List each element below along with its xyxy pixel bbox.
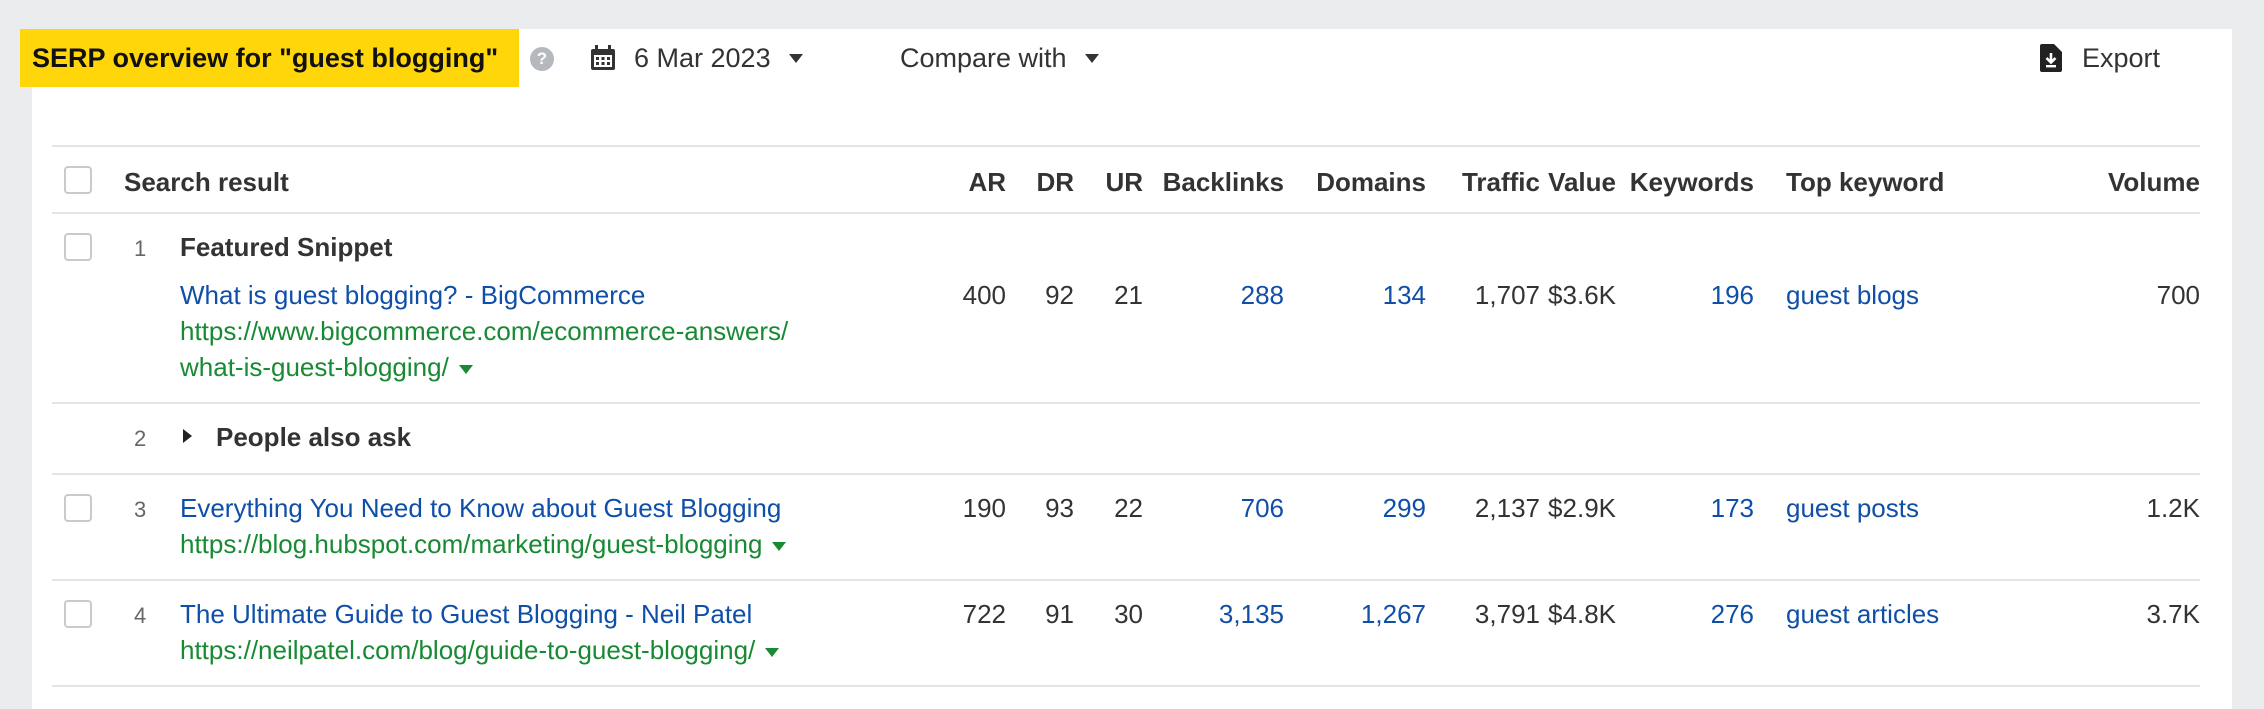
divider (52, 473, 2200, 475)
divider (52, 212, 2200, 214)
backlinks-link[interactable]: 3,135 (1218, 599, 1284, 629)
divider (52, 579, 2200, 581)
page-title: SERP overview for "guest blogging" (20, 29, 519, 87)
ar-value: 400 (962, 280, 1006, 310)
value-amount: $2.9K (1548, 493, 1616, 523)
col-keywords[interactable]: Keywords (1629, 167, 1754, 197)
col-volume[interactable]: Volume (2108, 167, 2200, 197)
result-title-link[interactable]: Everything You Need to Know about Guest … (180, 493, 782, 523)
result-url-line2: what-is-guest-blogging/ (180, 352, 449, 382)
ar-value: 722 (962, 599, 1006, 629)
backlinks-link[interactable]: 706 (1240, 493, 1284, 523)
domains-link[interactable]: 299 (1382, 493, 1426, 523)
table-row: 4 The Ultimate Guide to Guest Blogging -… (52, 581, 2200, 685)
chevron-down-icon (788, 53, 803, 63)
traffic-value: 3,791 (1474, 599, 1540, 629)
top-keyword-link[interactable]: guest articles (1786, 599, 1940, 629)
help-icon[interactable]: ? (530, 47, 554, 71)
caret-down-icon[interactable] (765, 647, 780, 657)
export-file-icon (2039, 44, 2062, 72)
result-url[interactable]: https://blog.hubspot.com/marketing/guest… (180, 529, 787, 560)
export-label: Export (2081, 42, 2160, 73)
ar-value: 190 (962, 493, 1006, 523)
compare-with-dropdown[interactable]: Compare with (900, 29, 1099, 87)
result-url[interactable]: https://neilpatel.com/blog/guide-to-gues… (180, 635, 780, 666)
chevron-down-icon (1084, 53, 1099, 63)
row-checkbox[interactable] (64, 600, 92, 628)
table-row: 1 Featured Snippet What is guest bloggin… (52, 214, 2200, 396)
volume-value: 1.2K (2146, 493, 2201, 523)
result-url-text: https://neilpatel.com/blog/guide-to-gues… (180, 635, 756, 665)
position-number: 2 (134, 426, 147, 451)
dr-value: 92 (1045, 280, 1074, 310)
divider (52, 685, 2200, 687)
table-row[interactable]: 2 People also ask (52, 404, 2200, 474)
select-all-checkbox[interactable] (64, 166, 92, 194)
top-keyword-link[interactable]: guest blogs (1786, 280, 1919, 310)
caret-down-icon[interactable] (458, 364, 473, 374)
result-url-continued[interactable]: what-is-guest-blogging/ (180, 352, 473, 383)
col-backlinks[interactable]: Backlinks (1162, 167, 1284, 197)
backlinks-link[interactable]: 288 (1240, 280, 1284, 310)
date-label: 6 Mar 2023 (634, 42, 771, 73)
keywords-link[interactable]: 173 (1710, 493, 1754, 523)
divider (52, 402, 2200, 404)
volume-value: 3.7K (2146, 599, 2201, 629)
table-header-row: Search result AR DR UR Backlinks Domains… (52, 147, 2200, 213)
ur-value: 22 (1114, 493, 1143, 523)
row-checkbox[interactable] (64, 494, 92, 522)
col-domains[interactable]: Domains (1316, 167, 1426, 197)
volume-value: 700 (2156, 280, 2200, 310)
position-number: 3 (134, 497, 147, 522)
serp-panel (32, 29, 2232, 709)
col-search-result[interactable]: Search result (124, 167, 289, 197)
caret-down-icon[interactable] (772, 541, 787, 551)
domains-link[interactable]: 1,267 (1360, 599, 1426, 629)
col-ar[interactable]: AR (968, 167, 1006, 197)
date-picker[interactable]: 6 Mar 2023 (590, 29, 803, 87)
col-ur[interactable]: UR (1105, 167, 1143, 197)
domains-link[interactable]: 134 (1382, 280, 1426, 310)
traffic-value: 1,707 (1474, 280, 1540, 310)
expand-arrow-icon[interactable] (183, 429, 192, 443)
export-button[interactable]: Export (2039, 29, 2160, 87)
result-url[interactable]: https://www.bigcommerce.com/ecommerce-an… (180, 316, 789, 346)
keywords-link[interactable]: 276 (1710, 599, 1754, 629)
traffic-value: 2,137 (1474, 493, 1540, 523)
row-checkbox[interactable] (64, 233, 92, 261)
ur-value: 21 (1114, 280, 1143, 310)
col-traffic[interactable]: Traffic (1461, 167, 1540, 197)
col-dr[interactable]: DR (1036, 167, 1074, 197)
ur-value: 30 (1114, 599, 1143, 629)
calendar-icon (591, 45, 615, 70)
value-amount: $4.8K (1548, 599, 1616, 629)
value-amount: $3.6K (1548, 280, 1616, 310)
top-keyword-link[interactable]: guest posts (1786, 493, 1919, 523)
serp-feature-label[interactable]: People also ask (216, 422, 412, 452)
result-title-link[interactable]: What is guest blogging? - BigCommerce (180, 280, 646, 310)
serp-feature-label: Featured Snippet (180, 232, 393, 262)
dr-value: 93 (1045, 493, 1074, 523)
table-row: 3 Everything You Need to Know about Gues… (52, 475, 2200, 579)
result-title-link[interactable]: The Ultimate Guide to Guest Blogging - N… (180, 599, 753, 629)
keywords-link[interactable]: 196 (1710, 280, 1754, 310)
col-top-keyword[interactable]: Top keyword (1786, 167, 1945, 197)
position-number: 4 (134, 603, 147, 628)
position-number: 1 (134, 236, 147, 261)
serp-header: SERP overview for "guest blogging" ? 6 M… (20, 29, 2170, 87)
compare-label: Compare with (900, 42, 1067, 73)
divider (52, 145, 2200, 147)
col-value[interactable]: Value (1548, 167, 1616, 197)
dr-value: 91 (1045, 599, 1074, 629)
result-url-text: https://blog.hubspot.com/marketing/guest… (180, 529, 763, 559)
